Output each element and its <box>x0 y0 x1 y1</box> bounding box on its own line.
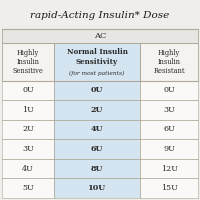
Text: 0U: 0U <box>91 86 103 94</box>
Bar <box>54 100 140 120</box>
Text: rapid-Acting Insulin* Dose: rapid-Acting Insulin* Dose <box>30 11 170 20</box>
Bar <box>140 100 198 120</box>
Text: 8U: 8U <box>91 165 103 173</box>
Text: 0U: 0U <box>163 86 175 94</box>
Bar <box>54 43 140 81</box>
Text: AC: AC <box>94 32 106 40</box>
Text: 3U: 3U <box>22 145 34 153</box>
Text: 6U: 6U <box>91 145 103 153</box>
Bar <box>2 43 54 81</box>
Text: (for most patients): (for most patients) <box>69 70 125 76</box>
Bar <box>2 159 54 178</box>
Text: Highly
Insulin
Sensitive: Highly Insulin Sensitive <box>13 49 43 75</box>
Bar <box>140 81 198 100</box>
Text: Highly
Insulin
Resistant: Highly Insulin Resistant <box>153 49 185 75</box>
Bar <box>2 81 54 100</box>
Bar <box>2 178 54 198</box>
Bar <box>140 178 198 198</box>
Text: 9U: 9U <box>163 145 175 153</box>
Bar <box>140 43 198 81</box>
Text: 4U: 4U <box>22 165 34 173</box>
Bar <box>54 81 140 100</box>
Bar <box>140 120 198 139</box>
Text: 0U: 0U <box>22 86 34 94</box>
Text: Normal Insulin
Sensitivity: Normal Insulin Sensitivity <box>67 48 128 66</box>
Text: 6U: 6U <box>163 125 175 133</box>
Bar <box>2 29 198 43</box>
Bar <box>54 120 140 139</box>
Bar <box>2 100 54 120</box>
Text: 5U: 5U <box>22 184 34 192</box>
Bar <box>140 139 198 159</box>
Bar <box>54 178 140 198</box>
Bar <box>54 159 140 178</box>
Text: 12U: 12U <box>161 165 178 173</box>
Text: 10U: 10U <box>88 184 106 192</box>
Bar <box>2 120 54 139</box>
Text: 4U: 4U <box>91 125 103 133</box>
Text: 3U: 3U <box>163 106 175 114</box>
Text: 15U: 15U <box>161 184 178 192</box>
Text: 1U: 1U <box>22 106 34 114</box>
Bar <box>54 139 140 159</box>
Text: 2U: 2U <box>91 106 103 114</box>
Bar <box>140 159 198 178</box>
Bar <box>2 139 54 159</box>
Text: 2U: 2U <box>22 125 34 133</box>
